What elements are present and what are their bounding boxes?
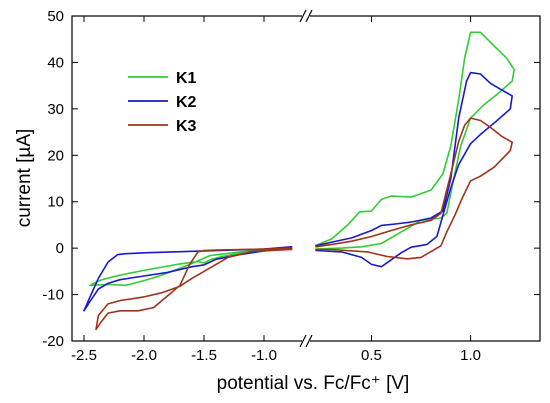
axis-break-slash — [305, 334, 313, 348]
series-layer — [83, 31, 515, 331]
x-tick-label: 1.0 — [460, 347, 481, 364]
series-k3-segment-2 — [315, 117, 513, 260]
y-axis-title: current [µA] — [14, 129, 35, 228]
y-tick-label: 50 — [47, 8, 64, 25]
axis-break-slash — [305, 9, 313, 23]
x-tick-label: -1.0 — [251, 347, 277, 364]
series-k2-segment-1 — [83, 246, 293, 312]
axis-break-slash — [299, 9, 307, 23]
legend-label-k2: K2 — [176, 94, 197, 111]
x-tick-label: -2.0 — [131, 347, 157, 364]
y-tick-label: -20 — [42, 333, 64, 350]
legend: K1 K2 K3 — [128, 70, 197, 135]
y-tick-label: 30 — [47, 101, 64, 118]
axis-break-gap — [302, 13, 310, 19]
y-axis: -20 -10 0 10 20 30 40 50 — [42, 8, 540, 350]
x-axis: -2.5 -2.0 -1.5 -1.0 0.5 1.0 — [71, 16, 481, 364]
x-tick-label: -2.5 — [71, 347, 97, 364]
legend-label-k3: K3 — [176, 118, 197, 135]
series-k3-segment-1 — [95, 247, 293, 331]
y-tick-label: 0 — [56, 240, 64, 257]
series-k1-segment-2 — [315, 31, 515, 250]
plot-frame — [71, 15, 541, 342]
series-k2-segment-2 — [315, 71, 513, 268]
y-tick-label: 20 — [47, 147, 64, 164]
x-tick-label: 0.5 — [361, 347, 382, 364]
x-axis-title: potential vs. Fc/Fc⁺ [V] — [217, 373, 410, 394]
axis-break-gap — [302, 338, 310, 344]
y-tick-label: 40 — [47, 54, 64, 71]
y-tick-label: -10 — [42, 287, 64, 304]
legend-label-k1: K1 — [176, 70, 197, 87]
axis-break-marks — [299, 9, 313, 348]
x-tick-label: -1.5 — [191, 347, 217, 364]
y-tick-label: 10 — [47, 194, 64, 211]
axis-break-slash — [299, 334, 307, 348]
